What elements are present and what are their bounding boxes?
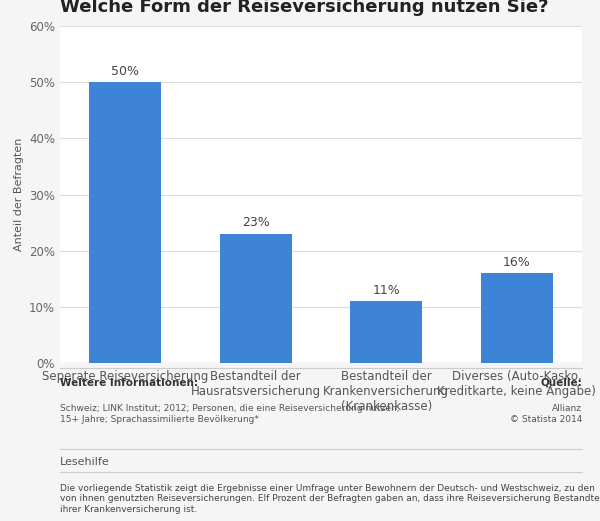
Text: Allianz
© Statista 2014: Allianz © Statista 2014 [509, 404, 582, 424]
Y-axis label: Anteil der Befragten: Anteil der Befragten [14, 138, 23, 251]
Text: Quelle:: Quelle: [540, 378, 582, 388]
Text: Weitere Informationen:: Weitere Informationen: [60, 378, 198, 388]
Text: Die vorliegende Statistik zeigt die Ergebnisse einer Umfrage unter Bewohnern der: Die vorliegende Statistik zeigt die Erge… [60, 484, 600, 514]
Text: 11%: 11% [373, 284, 400, 297]
Text: 16%: 16% [503, 256, 530, 269]
Bar [481, 273, 553, 363]
Text: 23%: 23% [242, 216, 269, 229]
Text: Lesehilfe: Lesehilfe [60, 457, 110, 467]
Bar [89, 82, 161, 363]
Bar [220, 234, 292, 363]
Text: 50%: 50% [111, 65, 139, 78]
Bar [350, 301, 422, 363]
Text: Schweiz; LINK Institut; 2012; Personen, die eine Reiseversicherung nutzen;
15+ J: Schweiz; LINK Institut; 2012; Personen, … [60, 404, 400, 424]
Text: Welche Form der Reiseversicherung nutzen Sie?: Welche Form der Reiseversicherung nutzen… [60, 0, 548, 16]
